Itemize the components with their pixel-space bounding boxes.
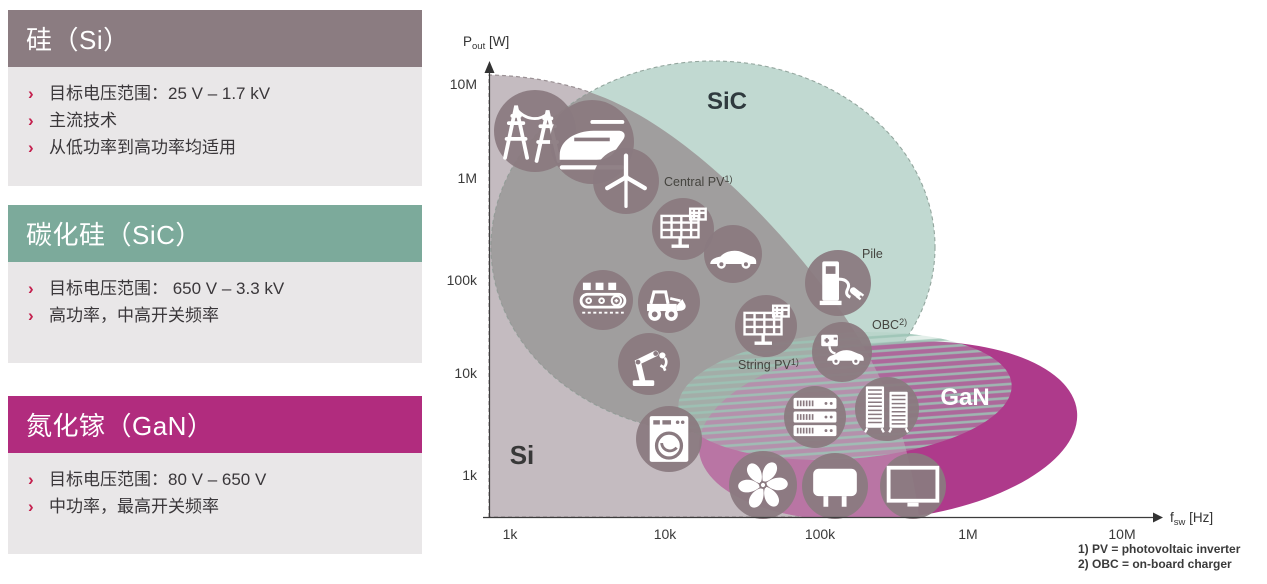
wind-turbine-icon [593, 148, 659, 214]
panel-gan-header: 氮化镓（GaN） [8, 396, 422, 453]
x-tick-label: 1k [503, 526, 519, 542]
panel-sic-body: 目标电压范围： 650 V – 3.3 kV 高功率，中高开关频率 [8, 262, 422, 363]
gan-region-label: GaN [940, 384, 989, 411]
si-region-label: Si [510, 440, 535, 470]
footnote-1: 1) PV = photovoltaic inverter [1078, 542, 1241, 556]
panel-gan-title: 氮化镓（GaN） [26, 411, 214, 441]
bullet-item: 主流技术 [24, 107, 406, 134]
server-rack-icon [784, 386, 846, 448]
panel-sic: 碳化硅（SiC） 目标电压范围： 650 V – 3.3 kV 高功率，中高开关… [8, 205, 422, 363]
string-pv-label: String PV1) [738, 357, 799, 372]
power-adapter-icon [802, 453, 868, 519]
panel-si-title: 硅（Si） [26, 25, 130, 55]
footnote-2: 2) OBC = on-board charger [1078, 557, 1232, 571]
bullet-item: 目标电压范围： 650 V – 3.3 kV [24, 275, 406, 302]
panel-si-header: 硅（Si） [8, 10, 422, 67]
bullet-item: 目标电压范围：80 V – 650 V [24, 466, 406, 493]
y-tick-label: 1k [462, 467, 478, 483]
x-tick-label: 10k [654, 526, 678, 542]
panel-gan-bullet-list: 目标电压范围：80 V – 650 V 中功率，最高开关频率 [24, 466, 406, 520]
robot-arm-bubble [618, 333, 680, 395]
y-tick-label: 100k [447, 272, 478, 288]
panel-gan-body: 目标电压范围：80 V – 650 V 中功率，最高开关频率 [8, 453, 422, 554]
panel-gan: 氮化镓（GaN） 目标电压范围：80 V – 650 V 中功率，最高开关频率 [8, 396, 422, 554]
panel-si: 硅（Si） 目标电压范围：25 V – 1.7 kV 主流技术 从低功率到高功率… [8, 10, 422, 186]
bullet-item: 高功率，中高开关频率 [24, 302, 406, 329]
axes-layer: Pout [W] fsw [Hz] 10M 1M 100k 10k 1k 1k 10k 100k 1… [447, 34, 1214, 542]
sic-gan-overlap-stripes [678, 332, 1012, 460]
wheel-loader-icon [638, 271, 700, 333]
y-axis-label: Pout [W] [463, 34, 509, 52]
panel-si-bullet-list: 目标电压范围：25 V – 1.7 kV 主流技术 从低功率到高功率均适用 [24, 80, 406, 161]
x-axis-label: fsw [Hz] [1170, 510, 1213, 528]
central-pv-icon [652, 198, 714, 260]
x-tick-label: 100k [805, 526, 836, 542]
datacenter-icon [855, 377, 919, 441]
y-tick-label: 1M [458, 170, 477, 186]
pile-icon [805, 250, 871, 316]
panel-sic-header: 碳化硅（SiC） [8, 205, 422, 262]
robot-arm-icon [618, 333, 680, 395]
region-labels: Si SiC GaN [510, 88, 990, 470]
bullet-item: 从低功率到高功率均适用 [24, 134, 406, 161]
y-axis-arrow [484, 61, 495, 73]
pile-label: Pile [862, 247, 883, 261]
x-tick-label: 10M [1108, 526, 1135, 542]
y-tick-label: 10k [454, 365, 478, 381]
bullet-item: 目标电压范围：25 V – 1.7 kV [24, 80, 406, 107]
x-axis-arrow [1153, 512, 1163, 523]
tv-icon [880, 453, 946, 519]
y-tick-label: 10M [450, 76, 477, 92]
fan-icon [729, 451, 797, 519]
central-pv-label: Central PV1) [664, 174, 732, 189]
ev-traction-icon [704, 225, 762, 283]
obc-label: OBC2) [872, 317, 907, 332]
bullet-item: 中功率，最高开关频率 [24, 493, 406, 520]
string-pv-icon [735, 295, 797, 357]
x-tick-label: 1M [958, 526, 977, 542]
applications-layer: Central PV1) String PV1) Pile OBC2) [494, 90, 946, 519]
sic-region-label: SiC [707, 88, 747, 115]
panel-sic-title: 碳化硅（SiC） [26, 220, 202, 250]
panel-sic-bullet-list: 目标电压范围： 650 V – 3.3 kV 高功率，中高开关频率 [24, 275, 406, 329]
obc-icon [812, 322, 872, 382]
conveyor-icon [573, 270, 633, 330]
panel-si-body: 目标电压范围：25 V – 1.7 kV 主流技术 从低功率到高功率均适用 [8, 67, 422, 186]
washing-machine-icon [636, 406, 702, 472]
